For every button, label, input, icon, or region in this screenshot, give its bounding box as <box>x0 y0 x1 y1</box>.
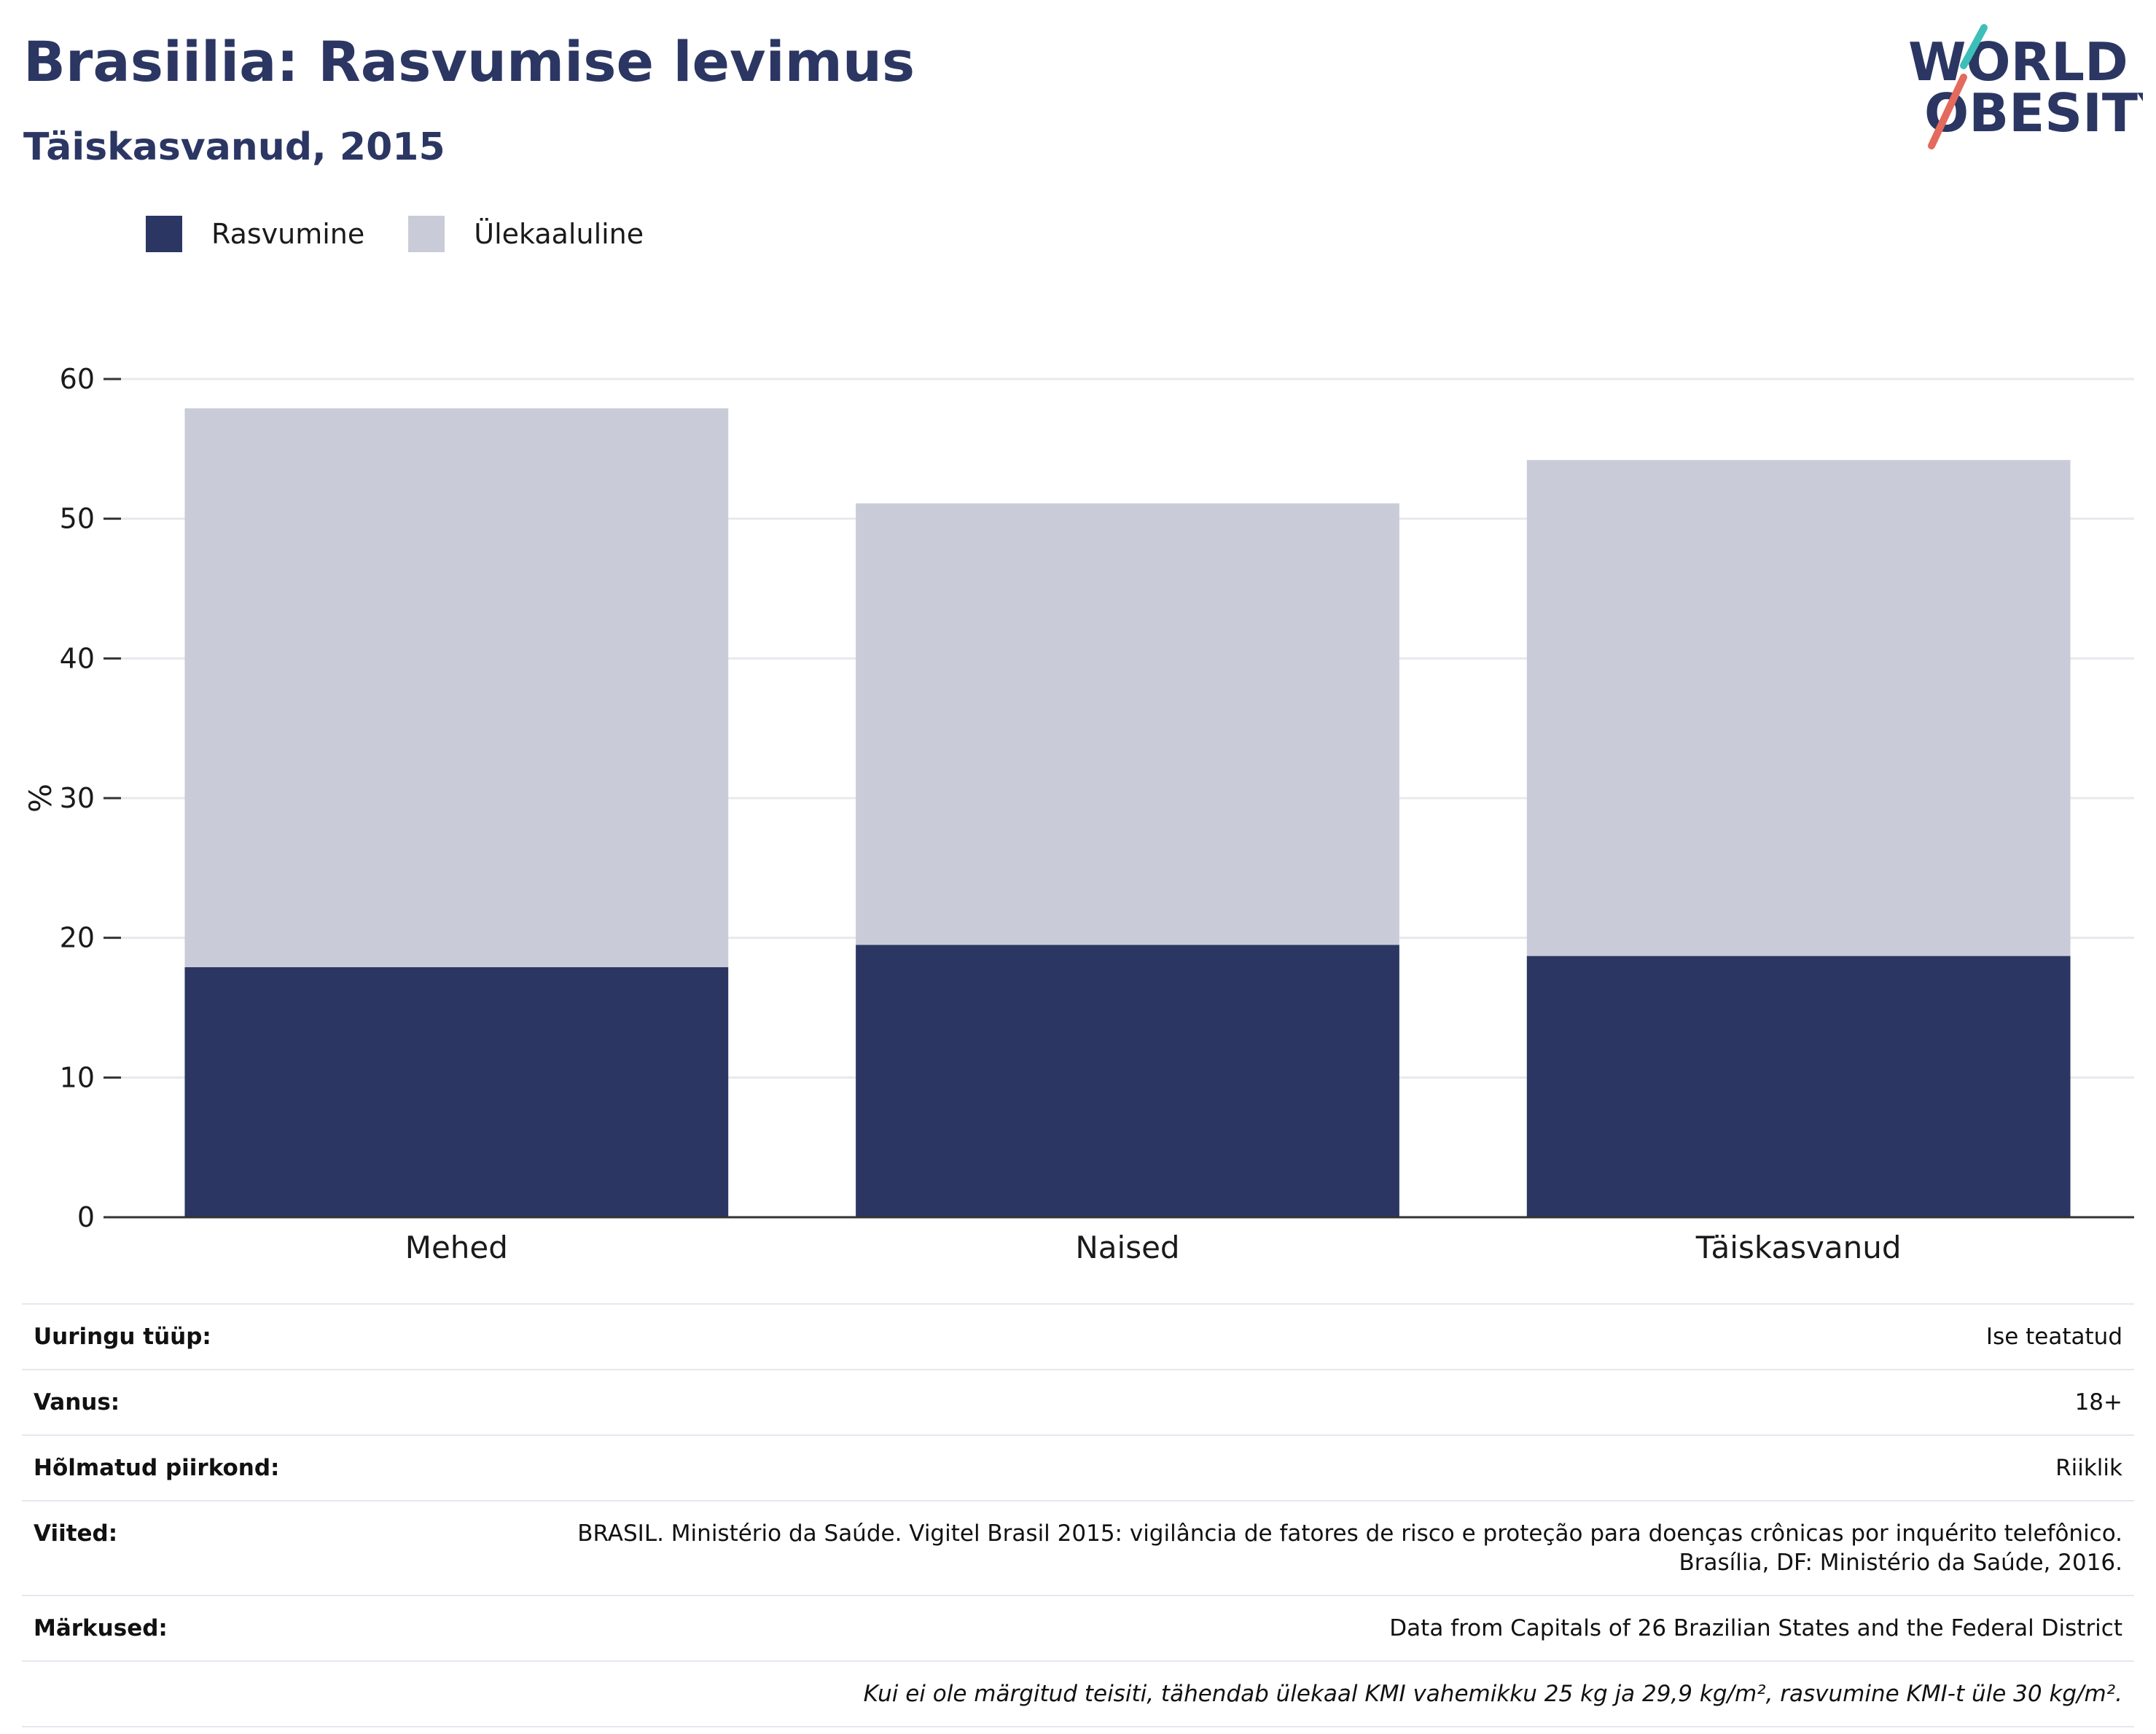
y-tick-label-40: 40 <box>60 642 95 674</box>
logo-line2: OBESITY <box>1924 82 2143 144</box>
legend-label-ulekaaluline: Ülekaaluline <box>474 218 644 250</box>
info-row-survey-type: Uuringu tüüp: Ise teatatud <box>22 1303 2134 1370</box>
reference-line-2: Brasília, DF: Ministério da Saúde, 2016. <box>1679 1550 2122 1576</box>
info-value-survey-type: Ise teatatud <box>351 1303 2134 1370</box>
info-value-region: Riiklik <box>351 1434 2134 1501</box>
bar-mehed-ulekaaluline <box>184 408 729 967</box>
legend-item-rasvumine[interactable]: Rasvumine <box>146 216 364 252</box>
bar-täiskasvanud-rasvumine <box>1526 956 2071 1217</box>
info-key-region: Hõlmatud piirkond: <box>22 1434 351 1501</box>
info-row-footnote: Kui ei ole märgitud teisiti, tähendab ül… <box>22 1660 2134 1727</box>
reference-line-1: BRASIL. Ministério da Saúde. Vigitel Bra… <box>577 1520 2122 1547</box>
bar-mehed-rasvumine <box>184 966 729 1217</box>
stacked-bar-chart: 0 10 20 30 40 50 60% Mehed Naised Täiskasvanud <box>23 363 2134 1265</box>
y-axis-label: % <box>23 784 58 813</box>
logo-slash-coral <box>1928 74 1967 149</box>
chart-legend: Rasvumine Ülekaaluline <box>146 216 687 252</box>
info-row-notes: Märkused: Data from Capitals of 26 Brazi… <box>22 1595 2134 1661</box>
info-row-age: Vanus: 18+ <box>22 1369 2134 1435</box>
legend-item-ulekaaluline[interactable]: Ülekaaluline <box>408 216 644 252</box>
bar-naised-ulekaaluline <box>856 503 1399 945</box>
info-value-age: 18+ <box>351 1369 2134 1435</box>
legend-swatch-ulekaaluline <box>408 216 445 252</box>
bar-naised-rasvumine <box>856 945 1399 1217</box>
y-tick-label-30: 30 <box>60 782 95 814</box>
chart-subtitle: Täiskasvanud, 2015 <box>23 125 445 169</box>
y-tick-label-60: 60 <box>60 363 95 395</box>
logo-slash-teal <box>1960 24 1988 69</box>
info-key-references: Viited: <box>22 1500 351 1596</box>
info-value-references: BRASIL. Ministério da Saúde. Vigitel Bra… <box>351 1500 2134 1596</box>
y-tick-label-0: 0 <box>77 1201 95 1233</box>
legend-swatch-rasvumine <box>146 216 182 252</box>
info-key-age: Vanus: <box>22 1369 351 1435</box>
y-tick-label-50: 50 <box>60 503 95 535</box>
bar-täiskasvanud-ulekaaluline <box>1526 460 2071 956</box>
logo-line1: WORLD <box>1908 31 2128 93</box>
info-row-references: Viited: BRASIL. Ministério da Saúde. Vig… <box>22 1500 2134 1596</box>
world-obesity-logo: WORLD OBESITY <box>1908 24 2143 149</box>
y-tick-label-20: 20 <box>60 922 95 954</box>
info-row-region: Hõlmatud piirkond: Riiklik <box>22 1434 2134 1501</box>
info-value-notes: Data from Capitals of 26 Brazilian State… <box>351 1595 2134 1661</box>
survey-info-table: Uuringu tüüp: Ise teatatud Vanus: 18+ Hõ… <box>22 1303 2134 1727</box>
info-key-notes: Märkused: <box>22 1595 351 1661</box>
info-key-survey-type: Uuringu tüüp: <box>22 1303 351 1370</box>
x-tick-label-1: Naised <box>1075 1230 1179 1265</box>
bmi-footnote: Kui ei ole märgitud teisiti, tähendab ül… <box>22 1660 2134 1727</box>
y-tick-label-10: 10 <box>60 1061 95 1093</box>
chart-title: Brasiilia: Rasvumise levimus <box>23 29 915 94</box>
legend-label-rasvumine: Rasvumine <box>211 218 365 250</box>
x-tick-label-2: Täiskasvanud <box>1695 1230 1902 1265</box>
x-tick-label-0: Mehed <box>405 1230 508 1265</box>
